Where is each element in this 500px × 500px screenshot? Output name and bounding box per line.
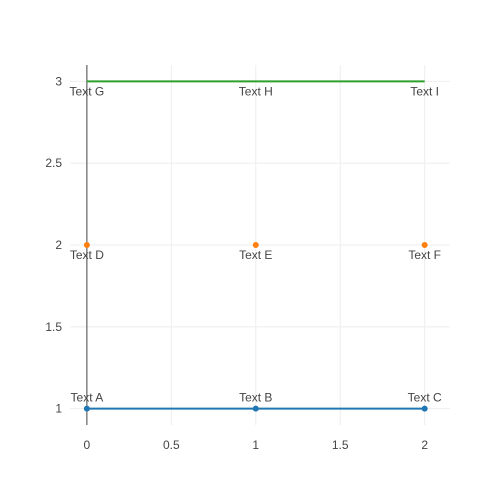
series-0-point bbox=[252, 405, 259, 412]
series-1-point bbox=[83, 242, 90, 248]
data-label: Text E bbox=[239, 248, 272, 262]
x-tick-label: 1.5 bbox=[332, 438, 349, 452]
series-1-point bbox=[421, 242, 428, 248]
series-layer bbox=[83, 80, 428, 412]
data-label: Text C bbox=[408, 391, 442, 405]
x-tick-label: 0 bbox=[84, 438, 91, 452]
x-tick-label: 0.5 bbox=[163, 438, 180, 452]
data-label: Text G bbox=[70, 84, 105, 98]
series-0-point bbox=[421, 405, 428, 412]
data-label: Text D bbox=[70, 248, 104, 262]
data-label: Text H bbox=[239, 84, 273, 98]
y-tick-label: 1 bbox=[55, 402, 62, 416]
y-tick-label: 2 bbox=[55, 238, 62, 252]
data-label: Text B bbox=[239, 391, 272, 405]
x-tick-label: 2 bbox=[421, 438, 428, 452]
y-tick-label: 1.5 bbox=[45, 320, 62, 334]
data-label: Text I bbox=[410, 84, 439, 98]
series-0-point bbox=[83, 405, 90, 412]
y-tick-label: 2.5 bbox=[45, 156, 62, 170]
data-label: Text F bbox=[408, 248, 441, 262]
x-tick-label: 1 bbox=[252, 438, 259, 452]
data-label: Text A bbox=[71, 391, 104, 405]
series-1-point bbox=[252, 242, 259, 248]
label-layer: Text A Text B Text C Text D Text E Text F Text… bbox=[70, 84, 442, 404]
grid-layer bbox=[70, 65, 450, 425]
y-tick-label: 3 bbox=[55, 74, 62, 88]
